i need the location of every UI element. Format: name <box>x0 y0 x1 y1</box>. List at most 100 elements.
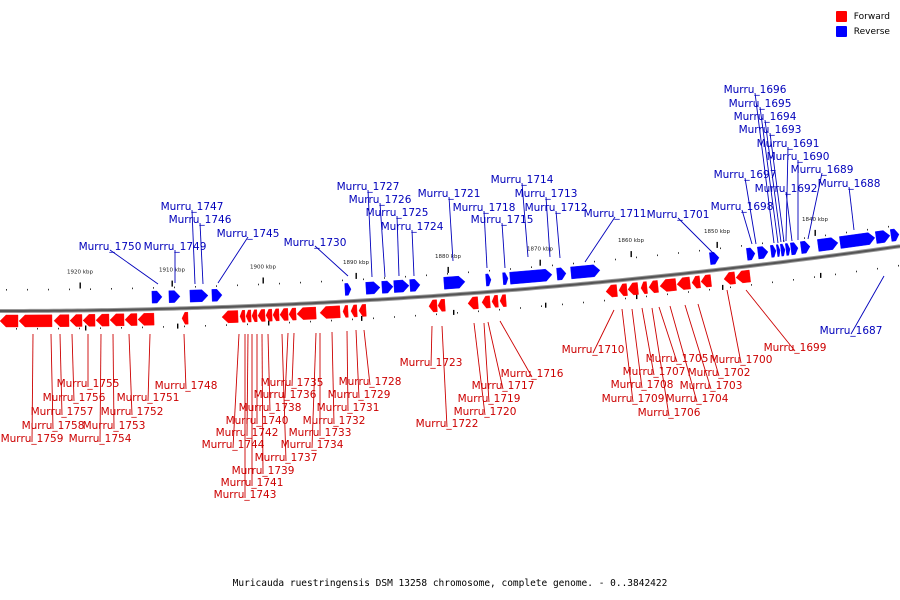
forward-gene-label[interactable]: Murru_1754 <box>69 433 132 445</box>
forward-gene-label[interactable]: Murru_1707 <box>623 366 686 378</box>
reverse-gene-arrow[interactable] <box>785 243 791 256</box>
forward-gene-arrow[interactable] <box>239 309 246 323</box>
forward-gene-arrow[interactable] <box>288 307 297 321</box>
reverse-gene-label[interactable]: Murru_1696 <box>724 84 787 96</box>
forward-gene-arrow[interactable] <box>82 314 96 327</box>
forward-gene-label[interactable]: Murru_1734 <box>281 439 344 451</box>
forward-gene-arrow[interactable] <box>221 310 239 324</box>
forward-gene-label[interactable]: Murru_1723 <box>400 357 463 369</box>
reverse-gene-label[interactable]: Murru_1695 <box>729 98 792 110</box>
forward-gene-arrow[interactable] <box>245 309 252 323</box>
reverse-gene-label[interactable]: Murru_1747 <box>161 201 224 213</box>
forward-gene-label[interactable]: Murru_1752 <box>101 406 164 418</box>
reverse-gene-label[interactable]: Murru_1718 <box>453 202 516 214</box>
forward-gene-label[interactable]: Murru_1704 <box>666 393 729 405</box>
forward-gene-label[interactable]: Murru_1732 <box>303 415 366 427</box>
forward-gene-label[interactable]: Murru_1748 <box>155 380 218 392</box>
forward-gene-arrow[interactable] <box>428 299 438 313</box>
reverse-gene-arrow[interactable] <box>746 247 756 261</box>
reverse-gene-arrow[interactable] <box>151 290 163 304</box>
forward-gene-label[interactable]: Murru_1737 <box>255 452 318 464</box>
forward-gene-label[interactable]: Murru_1708 <box>611 379 674 391</box>
forward-gene-label[interactable]: Murru_1728 <box>339 376 402 388</box>
reverse-gene-label[interactable]: Murru_1730 <box>284 237 347 249</box>
forward-gene-label[interactable]: Murru_1706 <box>638 407 701 419</box>
forward-gene-arrow[interactable] <box>605 284 618 298</box>
reverse-gene-arrow[interactable] <box>776 244 781 257</box>
reverse-gene-arrow[interactable] <box>211 289 223 302</box>
forward-gene-arrow[interactable] <box>279 308 289 321</box>
reverse-gene-arrow[interactable] <box>509 268 553 285</box>
forward-gene-arrow[interactable] <box>640 281 648 295</box>
forward-gene-label[interactable]: Murru_1740 <box>226 415 289 427</box>
reverse-gene-label[interactable]: Murru_1727 <box>337 181 400 193</box>
reverse-gene-label[interactable]: Murru_1724 <box>381 221 444 233</box>
forward-gene-label[interactable]: Murru_1738 <box>239 402 302 414</box>
reverse-gene-label[interactable]: Murru_1714 <box>491 174 554 186</box>
reverse-gene-label[interactable]: Murru_1692 <box>755 183 818 195</box>
reverse-gene-arrow[interactable] <box>817 237 839 252</box>
forward-gene-arrow[interactable] <box>95 313 110 327</box>
reverse-gene-label[interactable]: Murru_1690 <box>767 151 830 163</box>
forward-gene-arrow[interactable] <box>350 304 358 318</box>
forward-gene-label[interactable]: Murru_1722 <box>416 418 479 430</box>
reverse-gene-label[interactable]: Murru_1693 <box>739 124 802 136</box>
reverse-gene-arrow[interactable] <box>485 273 492 287</box>
reverse-gene-arrow[interactable] <box>790 242 799 256</box>
reverse-gene-arrow[interactable] <box>757 246 769 260</box>
reverse-gene-label[interactable]: Murru_1711 <box>584 208 647 220</box>
forward-gene-label[interactable]: Murru_1744 <box>202 439 265 451</box>
forward-gene-arrow[interactable] <box>491 294 499 308</box>
reverse-gene-label[interactable]: Murru_1701 <box>647 209 710 221</box>
forward-gene-label[interactable]: Murru_1702 <box>688 367 751 379</box>
reverse-gene-arrow[interactable] <box>770 244 777 258</box>
reverse-gene-arrow[interactable] <box>344 283 352 296</box>
reverse-gene-label[interactable]: Murru_1698 <box>711 201 774 213</box>
forward-gene-arrow[interactable] <box>499 294 507 307</box>
forward-gene-arrow[interactable] <box>272 308 280 322</box>
forward-gene-label[interactable]: Murru_1759 <box>1 433 64 445</box>
forward-gene-label[interactable]: Murru_1755 <box>57 378 120 390</box>
reverse-gene-label[interactable]: Murru_1725 <box>366 207 429 219</box>
reverse-gene-label[interactable]: Murru_1697 <box>714 169 777 181</box>
forward-gene-arrow[interactable] <box>723 271 736 285</box>
forward-gene-arrow[interactable] <box>648 280 659 294</box>
forward-gene-label[interactable]: Murru_1720 <box>454 406 517 418</box>
reverse-gene-arrow[interactable] <box>875 230 891 244</box>
forward-gene-arrow[interactable] <box>618 283 628 297</box>
reverse-gene-arrow[interactable] <box>393 279 410 293</box>
reverse-gene-arrow[interactable] <box>780 243 786 257</box>
forward-gene-label[interactable]: Murru_1743 <box>214 489 277 501</box>
forward-gene-arrow[interactable] <box>437 298 446 312</box>
reverse-gene-label[interactable]: Murru_1750 <box>79 241 142 253</box>
forward-gene-label[interactable]: Murru_1700 <box>710 354 773 366</box>
forward-gene-label[interactable]: Murru_1717 <box>472 380 535 392</box>
forward-gene-label[interactable]: Murru_1753 <box>83 420 146 432</box>
reverse-gene-label[interactable]: Murru_1687 <box>820 325 883 337</box>
reverse-gene-label[interactable]: Murru_1721 <box>418 188 481 200</box>
forward-gene-label[interactable]: Murru_1699 <box>764 342 827 354</box>
forward-gene-arrow[interactable] <box>137 312 155 326</box>
forward-gene-label[interactable]: Murru_1716 <box>501 368 564 380</box>
reverse-gene-arrow[interactable] <box>168 290 181 303</box>
forward-gene-arrow[interactable] <box>481 295 491 309</box>
forward-gene-arrow[interactable] <box>0 314 19 328</box>
forward-gene-label[interactable]: Murru_1705 <box>646 353 709 365</box>
forward-gene-arrow[interactable] <box>735 269 751 284</box>
reverse-gene-label[interactable]: Murru_1745 <box>217 228 280 240</box>
forward-gene-label[interactable]: Murru_1709 <box>602 393 665 405</box>
reverse-gene-label[interactable]: Murru_1691 <box>757 138 820 150</box>
forward-gene-arrow[interactable] <box>265 308 273 322</box>
forward-gene-arrow[interactable] <box>257 309 266 322</box>
reverse-gene-arrow[interactable] <box>556 267 567 281</box>
forward-gene-arrow[interactable] <box>251 309 258 323</box>
reverse-gene-label[interactable]: Murru_1713 <box>515 188 578 200</box>
reverse-gene-arrow[interactable] <box>409 279 421 292</box>
forward-gene-label[interactable]: Murru_1758 <box>22 420 85 432</box>
forward-gene-label[interactable]: Murru_1710 <box>562 344 625 356</box>
forward-gene-label[interactable]: Murru_1742 <box>216 427 279 439</box>
forward-gene-arrow[interactable] <box>296 306 317 320</box>
forward-gene-label[interactable]: Murru_1741 <box>221 477 284 489</box>
forward-gene-label[interactable]: Murru_1736 <box>254 389 317 401</box>
forward-gene-arrow[interactable] <box>676 276 691 290</box>
